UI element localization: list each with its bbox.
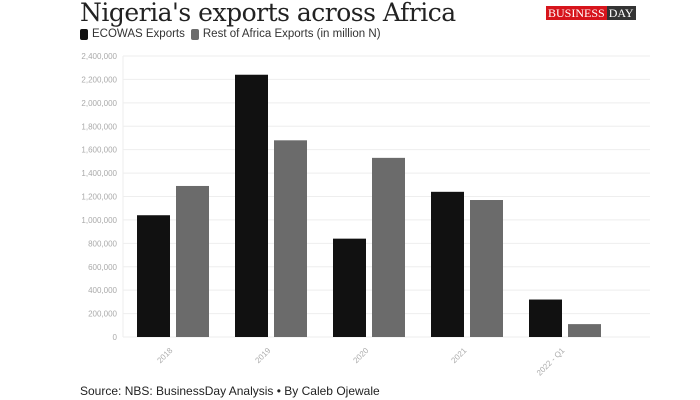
x-tick-label: 2018 bbox=[155, 346, 174, 365]
bar-rest-2020 bbox=[372, 157, 405, 337]
bar-ecowas-2018 bbox=[137, 215, 170, 337]
legend-swatch-ecowas bbox=[80, 28, 88, 40]
bar-rest-2019 bbox=[274, 140, 307, 337]
y-tick-label: 2,000,000 bbox=[81, 99, 117, 108]
y-tick-label: 1,600,000 bbox=[81, 146, 117, 155]
bar-ecowas-2019 bbox=[235, 74, 268, 337]
y-tick-label: 1,400,000 bbox=[81, 169, 117, 178]
y-tick-label: 1,000,000 bbox=[81, 216, 117, 225]
y-tick-label: 2,400,000 bbox=[81, 52, 117, 61]
bar-ecowas-2020 bbox=[333, 238, 366, 337]
bar-rest-2022-Q1 bbox=[568, 324, 601, 337]
y-tick-label: 1,800,000 bbox=[81, 122, 117, 131]
source-note: Source: NBS: BusinessDay Analysis • By C… bbox=[80, 384, 380, 398]
y-tick-label: 2,200,000 bbox=[81, 75, 117, 84]
y-tick-label: 0 bbox=[113, 333, 118, 342]
x-tick-label: 2019 bbox=[253, 346, 272, 365]
bar-ecowas-2021 bbox=[431, 191, 464, 337]
bar-rest-2018 bbox=[176, 185, 209, 337]
bar-ecowas-2022-Q1 bbox=[529, 299, 562, 337]
bar-rest-2021 bbox=[470, 200, 503, 337]
y-tick-label: 400,000 bbox=[88, 286, 117, 295]
businessday-logo: BUSINESS DAY bbox=[546, 6, 636, 20]
legend-item-rest: Rest of Africa Exports (in million N) bbox=[190, 28, 381, 40]
y-tick-label: 200,000 bbox=[88, 310, 117, 319]
y-tick-label: 800,000 bbox=[88, 239, 117, 248]
logo-business: BUSINESS bbox=[546, 6, 607, 20]
chart-title: Nigeria's exports across Africa bbox=[80, 0, 456, 27]
legend-item-ecowas: ECOWAS Exports bbox=[80, 28, 185, 40]
y-tick-label: 1,200,000 bbox=[81, 193, 117, 202]
legend: ECOWAS Exports Rest of Africa Exports (i… bbox=[80, 28, 387, 40]
logo-day: DAY bbox=[606, 6, 636, 20]
legend-label-rest: Rest of Africa Exports (in million N) bbox=[202, 28, 381, 40]
y-tick-label: 600,000 bbox=[88, 263, 117, 272]
x-tick-label: 2020 bbox=[351, 346, 370, 365]
x-tick-label: 2021 bbox=[449, 346, 468, 365]
legend-label-ecowas: ECOWAS Exports bbox=[92, 28, 185, 40]
legend-swatch-rest bbox=[190, 28, 199, 40]
x-tick-label: 2022 - Q1 bbox=[535, 346, 567, 378]
